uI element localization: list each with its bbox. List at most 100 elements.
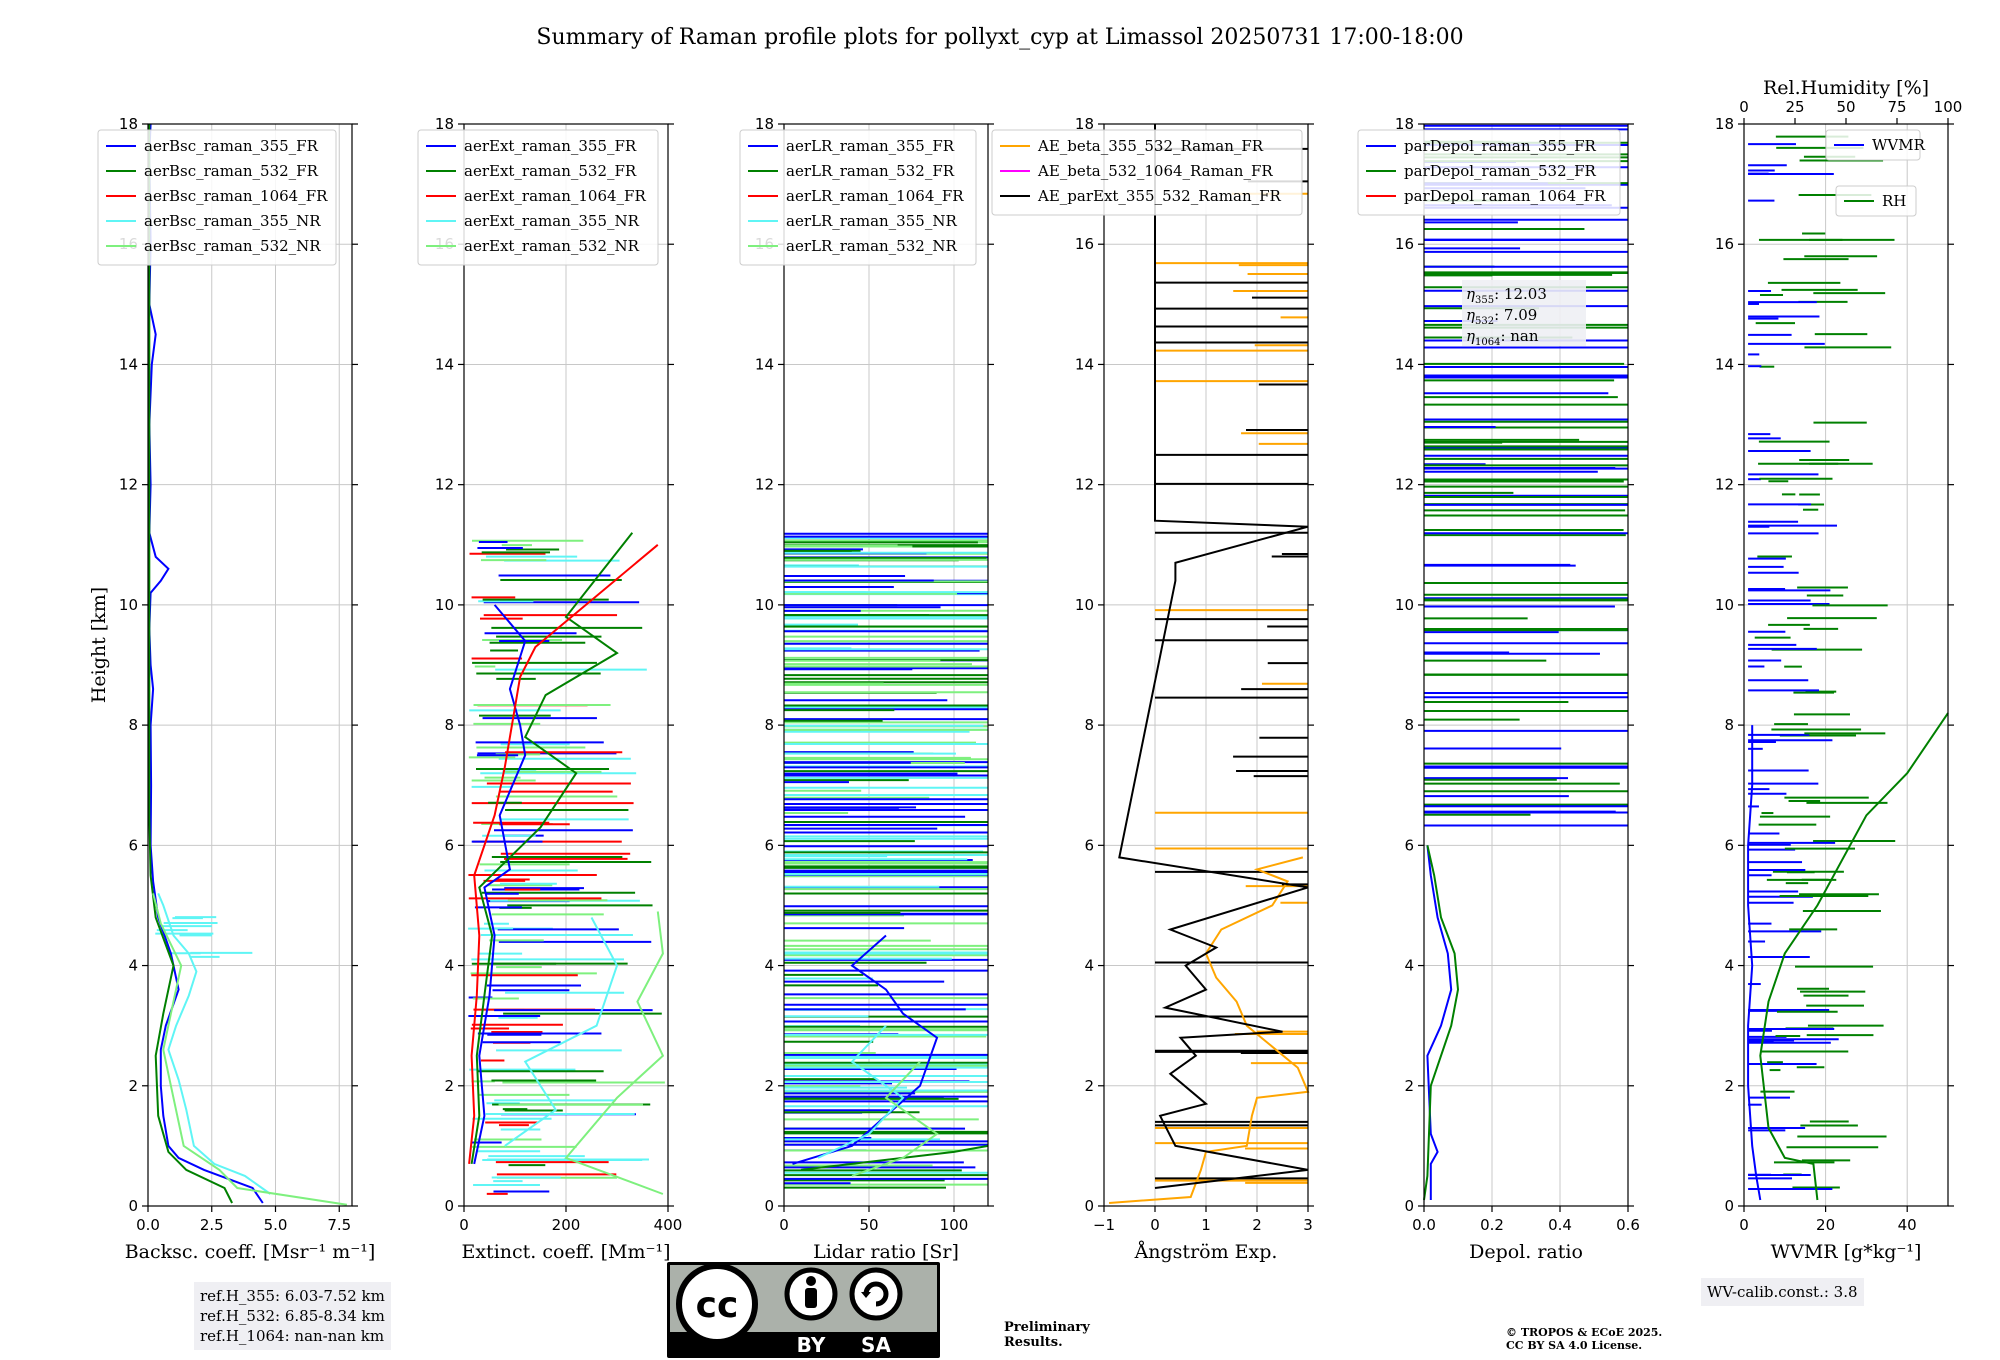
- y-tick-label: 14: [755, 355, 774, 373]
- series-line-aerBsc_raman_355_NR: [157, 893, 271, 1195]
- y-tick-label: 10: [435, 596, 454, 614]
- series-line-aerExt_raman_355_FR: [473, 604, 527, 1165]
- legend-entry: aerBsc_raman_355_FR: [144, 137, 319, 155]
- noise-strokes: [1424, 124, 1628, 827]
- legend-entry: aerBsc_raman_1064_FR: [144, 187, 328, 205]
- y-tick-label: 18: [1715, 115, 1734, 133]
- y-tick-label: 0: [1404, 1197, 1414, 1215]
- x2-tick-label: 75: [1887, 98, 1906, 116]
- y-tick-label: 4: [1724, 957, 1734, 975]
- y-tick-label: 8: [444, 716, 454, 734]
- y-tick-label: 0: [764, 1197, 774, 1215]
- legend-entry: aerBsc_raman_355_NR: [144, 212, 321, 230]
- legend-entry: parDepol_raman_532_FR: [1404, 162, 1597, 180]
- y-tick-label: 8: [1084, 716, 1094, 734]
- share-alike-icon: [849, 1267, 903, 1321]
- legend-entry: WVMR: [1872, 136, 1926, 154]
- legend-box: [417, 129, 659, 266]
- y-tick-label: 12: [1395, 476, 1414, 494]
- legend-entry: AE_parExt_355_532_Raman_FR: [1037, 187, 1282, 205]
- noise-strokes: [1748, 135, 1896, 1191]
- y-tick-label: 16: [1075, 235, 1094, 253]
- x-axis-label: Lidar ratio [Sr]: [813, 1241, 959, 1263]
- legend-box: [991, 129, 1303, 216]
- y-tick-label: 16: [1395, 235, 1414, 253]
- y-axis-label: Height [km]: [88, 587, 110, 703]
- x-tick-label: 0: [779, 1216, 789, 1234]
- series-line-aerLR_raman_532_NR: [851, 1061, 939, 1177]
- y-tick-label: 4: [1404, 957, 1414, 975]
- y-tick-label: 10: [755, 596, 774, 614]
- series-line-AE_beta_355_532_Raman_FR: [1109, 856, 1310, 1204]
- eta-box: [1462, 280, 1586, 346]
- y-tick-label: 6: [1404, 836, 1414, 854]
- copyright-line1: © TROPOS & ECoE 2025.: [1506, 1326, 1662, 1339]
- series-line-AE_parExt_355_532_Raman_FR: [1118, 124, 1309, 1189]
- x-tick-label: 3: [1303, 1216, 1313, 1234]
- copyright-line2: CC BY SA 4.0 License.: [1506, 1339, 1642, 1352]
- y-tick-label: 6: [764, 836, 774, 854]
- legend-entry: aerLR_raman_355_NR: [786, 212, 957, 230]
- x-tick-label: 1: [1201, 1216, 1211, 1234]
- x-axis-label: Backsc. coeff. [Msr⁻¹ m⁻¹]: [125, 1241, 376, 1263]
- y-tick-label: 4: [1084, 957, 1094, 975]
- x-tick-label: 0: [459, 1216, 469, 1234]
- y-tick-label: 14: [1395, 355, 1414, 373]
- axes-frame: [783, 123, 989, 1207]
- panel-6: 0 2 4 6 8 10 12 14 16 18 0 20 40 WVMR [g*kg⁻¹] 0 25 50 75…: [1715, 77, 1962, 1263]
- preliminary-line2: Results.: [1004, 1335, 1063, 1350]
- eta-line-355: η355: 12.03: [1466, 285, 1547, 306]
- ref-h-1064: ref.H_1064: nan-nan km: [200, 1327, 385, 1345]
- x-tick-label: 400: [654, 1216, 683, 1234]
- series-line-aerExt_raman_1064_FR: [468, 544, 659, 1165]
- badge-by-label: BY: [797, 1333, 826, 1357]
- legend-entry: AE_beta_532_1064_Raman_FR: [1037, 162, 1273, 180]
- eta-line-1064: η1064: nan: [1466, 327, 1539, 348]
- reference-height-box: ref.H_355: 6.03-7.52 km ref.H_532: 6.85-8…: [194, 1282, 391, 1350]
- legend-entry: AE_beta_355_532_Raman_FR: [1037, 137, 1264, 155]
- badge-sa-label: SA: [861, 1333, 891, 1357]
- y-tick-label: 2: [1404, 1077, 1414, 1095]
- y-tick-label: 4: [128, 957, 138, 975]
- y-tick-label: 12: [435, 476, 454, 494]
- legend: aerExt_raman_355_FR aerExt_raman_532_FRae…: [417, 129, 659, 266]
- legend: parDepol_raman_355_FR parDepol_raman_532_…: [1357, 129, 1621, 216]
- legend-box: [1357, 129, 1621, 216]
- x-tick-label: 100: [940, 1216, 969, 1234]
- series-line-parDepol_raman_355_FR: [1426, 845, 1453, 1200]
- eta-line-532: η532: 7.09: [1466, 306, 1537, 327]
- x-tick-label: −1: [1093, 1216, 1115, 1234]
- x-tick-label: 0.0: [1412, 1216, 1436, 1234]
- legend-entry: aerExt_raman_532_FR: [464, 162, 637, 180]
- y-tick-label: 0: [1724, 1197, 1734, 1215]
- wv-calibration-box: WV-calib.const.: 3.8: [1701, 1278, 1864, 1306]
- y-tick-label: 10: [119, 596, 138, 614]
- x-axis-label: Extinct. coeff. [Mm⁻¹]: [461, 1241, 670, 1263]
- legend-entry: aerLR_raman_355_FR: [786, 137, 955, 155]
- y-tick-label: 8: [1724, 716, 1734, 734]
- y-tick-label: 8: [1404, 716, 1414, 734]
- x-tick-label: 200: [552, 1216, 581, 1234]
- x2-tick-label: 0: [1739, 98, 1749, 116]
- series-line-aerBsc_raman_532_FR: [148, 124, 233, 1204]
- legend: WVMR: [1825, 129, 1926, 161]
- y-tick-label: 2: [1084, 1077, 1094, 1095]
- y-tick-label: 6: [1084, 836, 1094, 854]
- panel-2: 0246810121416180200400Extinct. coeff. [M…: [417, 115, 683, 1263]
- legend-entry: parDepol_raman_1064_FR: [1404, 187, 1606, 205]
- series-line-aerExt_raman_532_FR: [470, 532, 634, 1165]
- y-tick-label: 14: [435, 355, 454, 373]
- x-tick-label: 2: [1252, 1216, 1262, 1234]
- y-tick-label: 10: [1075, 596, 1094, 614]
- legend-entry: aerLR_raman_532_NR: [786, 237, 957, 255]
- y-tick-label: 14: [1715, 355, 1734, 373]
- x2-tick-label: 50: [1836, 98, 1855, 116]
- y-tick-label: 8: [128, 716, 138, 734]
- y-tick-label: 12: [119, 476, 138, 494]
- y-tick-label: 18: [435, 115, 454, 133]
- y-tick-label: 12: [1715, 476, 1734, 494]
- axes-frame: [147, 123, 353, 1207]
